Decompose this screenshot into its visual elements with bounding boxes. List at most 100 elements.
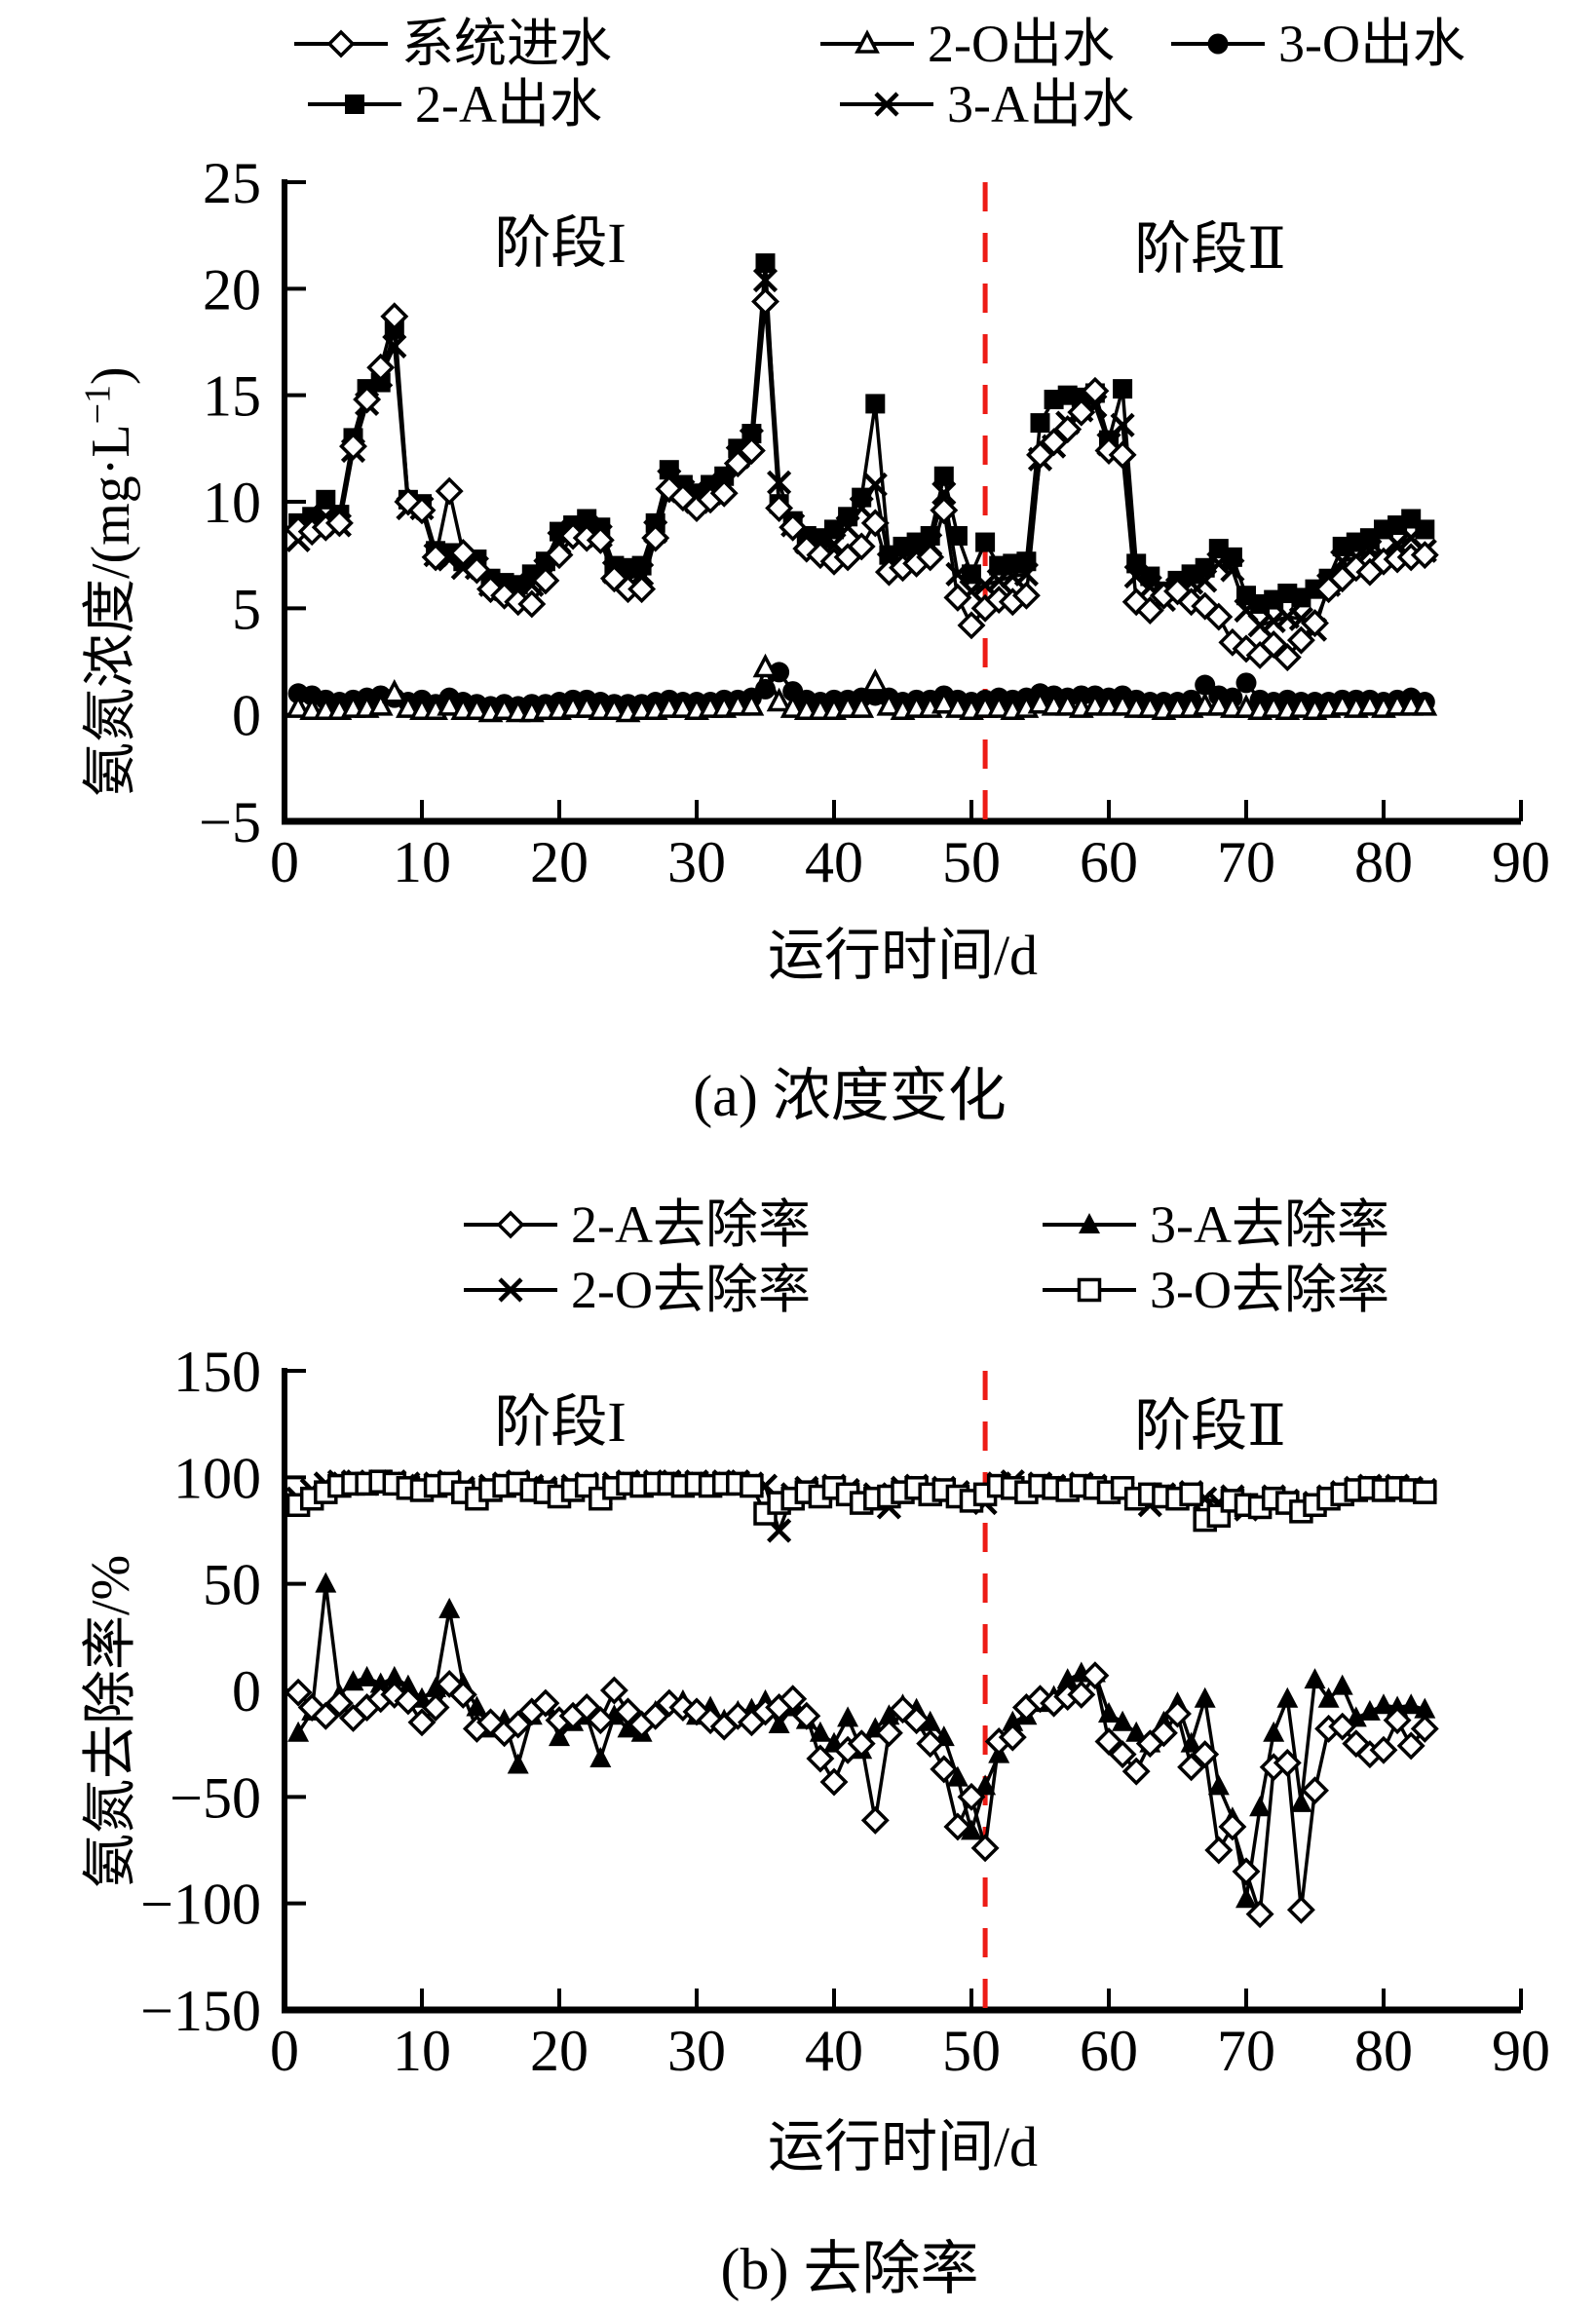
square-filled-marker bbox=[1415, 519, 1435, 540]
triangle-open-marker bbox=[1288, 694, 1314, 718]
stage-2-label-b: 阶段Ⅱ bbox=[1134, 1394, 1286, 1458]
x-marker bbox=[874, 92, 899, 117]
y-axis-title-a: 氨氮浓度/(mg·L−1) bbox=[66, 366, 145, 797]
diamond-open-marker bbox=[394, 1686, 423, 1716]
legend-label: 2-A出水 bbox=[415, 75, 602, 133]
triangle-open-marker bbox=[986, 694, 1012, 718]
x-tick-label: 10 bbox=[393, 830, 451, 894]
stage-1-label-b: 阶段I bbox=[494, 1390, 627, 1454]
diamond-open-marker bbox=[1081, 1661, 1110, 1690]
square-filled-marker bbox=[865, 394, 886, 414]
diamond-open-marker bbox=[1191, 1740, 1220, 1769]
diamond-open-marker bbox=[765, 494, 794, 523]
triangle-open-marker bbox=[381, 679, 407, 703]
diamond-open-marker bbox=[847, 532, 876, 561]
legend-label: 2-A去除率 bbox=[571, 1195, 811, 1254]
diamond-open-marker bbox=[1081, 376, 1110, 405]
diamond-open-marker bbox=[779, 512, 808, 542]
diamond-open-marker bbox=[586, 525, 615, 554]
triangle-open-marker bbox=[1205, 692, 1232, 716]
y-tick-label: 150 bbox=[173, 1340, 261, 1404]
triangle-open-marker bbox=[285, 694, 311, 718]
x-marker bbox=[849, 495, 874, 521]
x-marker bbox=[972, 572, 998, 597]
triangle-filled-marker bbox=[1276, 1686, 1299, 1708]
triangle-open-marker bbox=[779, 694, 806, 718]
y-tick-label: 10 bbox=[203, 471, 261, 535]
x-marker bbox=[1247, 613, 1273, 638]
diamond-open-marker bbox=[902, 1706, 931, 1735]
triangle-open-marker bbox=[855, 29, 880, 54]
circle-filled-marker bbox=[1207, 33, 1229, 55]
triangle-open-marker bbox=[1412, 692, 1438, 716]
diamond-open-marker bbox=[1410, 1714, 1439, 1743]
legend-item-2-O出水: 2-O出水 bbox=[818, 14, 1115, 74]
triangle-open-marker bbox=[367, 692, 394, 716]
diamond-open-marker bbox=[1094, 1727, 1123, 1756]
diamond-open-marker bbox=[599, 1676, 628, 1705]
diamond-open-marker bbox=[806, 541, 835, 570]
diamond-open-marker bbox=[1067, 398, 1096, 427]
x-tick-label: 70 bbox=[1217, 2019, 1275, 2083]
x-marker bbox=[1206, 550, 1232, 577]
triangle-open-marker bbox=[931, 689, 957, 714]
diamond-open-marker bbox=[1301, 609, 1329, 638]
legend-item-3-A去除率: 3-A去除率 bbox=[1041, 1194, 1389, 1255]
diamond-open-marker bbox=[1259, 630, 1288, 659]
diamond-open-marker bbox=[874, 1719, 903, 1748]
legend-item-2-A去除率: 2-A去除率 bbox=[462, 1194, 811, 1255]
circle-filled-legend-icon bbox=[1171, 33, 1265, 55]
diamond-open-marker bbox=[421, 543, 450, 572]
diamond-open-marker bbox=[1163, 1699, 1192, 1728]
diamond-open-marker bbox=[517, 589, 547, 619]
x-tick-label: 20 bbox=[530, 830, 589, 894]
diamond-open-marker bbox=[1204, 602, 1234, 631]
caption-b: (b) 去除率 bbox=[720, 2237, 979, 2301]
triangle-filled-marker bbox=[1304, 1668, 1326, 1689]
diamond-open-marker bbox=[1245, 1900, 1274, 1929]
triangle-filled-marker bbox=[617, 1717, 639, 1738]
diamond-open-marker bbox=[916, 543, 945, 572]
diamond-open-marker bbox=[1011, 581, 1041, 610]
diamond-open-marker bbox=[751, 286, 779, 316]
legend-label: 3-A去除率 bbox=[1150, 1195, 1389, 1254]
y-tick-label: 50 bbox=[203, 1553, 261, 1617]
y-tick-label: −5 bbox=[199, 790, 261, 854]
triangle-open-marker bbox=[945, 694, 970, 718]
triangle-filled-marker bbox=[974, 1774, 997, 1796]
triangle-filled-marker bbox=[1249, 1796, 1272, 1817]
diamond-open-marker bbox=[930, 496, 959, 525]
diamond-open-marker bbox=[1232, 1857, 1261, 1886]
diamond-open-marker bbox=[792, 534, 821, 563]
triangle-filled-marker bbox=[1290, 1791, 1312, 1812]
diamond-open-marker bbox=[806, 1744, 835, 1773]
triangle-filled-marker bbox=[1263, 1721, 1285, 1742]
y-tick-label: 5 bbox=[232, 577, 261, 641]
legend-item-3-A出水: 3-A出水 bbox=[838, 74, 1134, 134]
diamond-open-marker bbox=[957, 611, 986, 640]
series-2-O出水 bbox=[285, 653, 1438, 723]
diamond-open-marker bbox=[339, 432, 367, 461]
diamond-open-marker bbox=[1328, 1712, 1357, 1741]
diamond-open-marker bbox=[930, 1755, 959, 1784]
legend-label: 2-O去除率 bbox=[571, 1261, 811, 1319]
diamond-open-marker bbox=[1410, 541, 1439, 570]
triangle-filled-marker bbox=[837, 1706, 859, 1727]
legend-label: 2-O出水 bbox=[928, 15, 1115, 73]
triangle-filled-marker bbox=[1414, 1697, 1436, 1719]
diamond-open-marker bbox=[311, 1701, 340, 1730]
triangle-filled-marker bbox=[768, 1712, 790, 1733]
triangle-filled-marker bbox=[589, 1746, 612, 1767]
triangle-filled-marker bbox=[1317, 1686, 1340, 1708]
diamond-open-marker bbox=[531, 566, 560, 595]
triangle-filled-marker bbox=[287, 1721, 310, 1742]
square-open-marker bbox=[740, 1473, 764, 1498]
diamond-open-marker bbox=[448, 539, 477, 567]
triangle-open-marker bbox=[491, 696, 517, 721]
triangle-filled-marker bbox=[1079, 1213, 1100, 1233]
diamond-open-marker bbox=[326, 29, 356, 58]
triangle-filled-marker bbox=[1056, 1668, 1079, 1689]
square-filled-marker bbox=[1113, 379, 1133, 399]
circle-filled-marker bbox=[1195, 674, 1216, 696]
